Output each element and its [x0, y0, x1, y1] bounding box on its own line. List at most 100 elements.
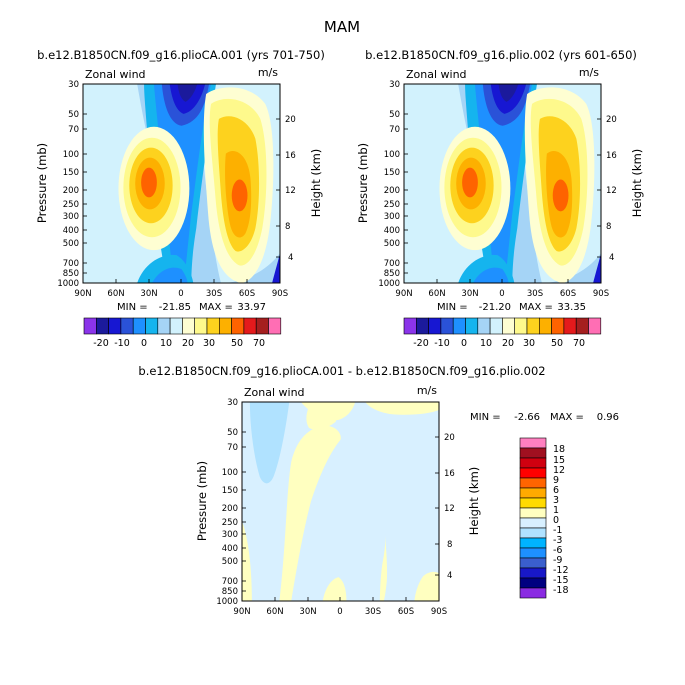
panel-1-colorbar-label: -20 [93, 338, 109, 349]
panel-3-min-value: -2.66 [514, 412, 540, 423]
panel-2-colorbar-label: 30 [523, 338, 535, 349]
panel-3-max-value: 0.96 [597, 412, 619, 423]
panel-2-ytick: 700 [384, 259, 400, 269]
diff-neg-north-upper [249, 402, 290, 484]
panel-1-ytick: 70 [68, 125, 79, 135]
colorbar-swatch [519, 447, 547, 459]
panel-2-colorbar-label: 20 [502, 338, 514, 349]
panel-1-frame [82, 83, 281, 284]
colorbar-swatch [519, 477, 547, 489]
colorbar-swatch [157, 317, 171, 335]
colorbar-swatch [169, 317, 183, 335]
panel-2-ytick: 100 [384, 150, 400, 160]
colorbar-swatch [502, 317, 515, 335]
panel-3-frame [241, 401, 440, 602]
panel-2-ytick: 850 [384, 269, 400, 279]
panel-1-xtick: 0 [178, 289, 183, 299]
panel-2-colorbar-label: 10 [480, 338, 492, 349]
panel-3-colorbar-label: 6 [553, 485, 559, 496]
colorbar-swatch [194, 317, 208, 335]
diff-pos-south-upper [365, 402, 439, 415]
colorbar-swatch [519, 567, 547, 579]
jet-south-20 [231, 179, 248, 212]
panel-3-ytick: 150 [222, 486, 238, 496]
panel-2-colorbar-labels: -20 -10 0 10 20 30 50 70 [413, 338, 585, 349]
panel-2-ytick: 250 [384, 200, 400, 210]
panel-1-xticklabels: 90N 60N 30N 0 30S 60S 90S [74, 289, 288, 299]
panel-1-xtick: 30S [206, 289, 222, 299]
jet-south-20 [552, 179, 569, 212]
panel-3-colorbar-label: -15 [553, 575, 569, 586]
panel-3-colorbar-label: 3 [553, 495, 559, 506]
panel-3-min-label: MIN = [470, 412, 501, 423]
contour-south-polar-easterly [272, 253, 280, 283]
colorbar-swatch [145, 317, 159, 335]
panel-1-ytick-right: 16 [285, 151, 296, 161]
colorbar-swatch [575, 317, 589, 335]
panel-1-ytick: 1000 [57, 279, 79, 289]
panel-3-ytick-right: 16 [444, 469, 455, 479]
panel-3-title: b.e12.B1850CN.f09_g16.plioCA.001 - b.e12… [138, 364, 545, 378]
contour-easterly-20 [498, 84, 519, 102]
colorbar-swatch [538, 317, 552, 335]
panel-2-plot [404, 84, 601, 283]
colorbar-swatch [440, 317, 454, 335]
panel-2-ytick: 70 [389, 125, 400, 135]
colorbar-swatch [519, 457, 547, 469]
panel-3-ytick: 200 [222, 504, 238, 514]
panel-1-units: m/s [258, 66, 278, 79]
panel-3-colorbar-label: 12 [553, 465, 565, 476]
panel-3: b.e12.B1850CN.f09_g16.plioCA.001 - b.e12… [138, 364, 619, 617]
panel-1-colorbar-label: 20 [182, 338, 194, 349]
panel-1-min-value: -21.85 [159, 302, 191, 313]
diff-pos-upper-tongue [306, 402, 337, 430]
panel-1-colorbar-label: 70 [253, 338, 265, 349]
panel-1-ylabel: Pressure (mb) [35, 143, 49, 223]
colorbar-swatch [514, 317, 528, 335]
panel-2-colorbar-label: -20 [413, 338, 429, 349]
panel-2-ytick: 300 [384, 212, 400, 222]
panel-2-ytick-right: 16 [606, 151, 617, 161]
panel-3-xtick: 90N [233, 607, 250, 617]
panel-3-colorbar-label: -18 [553, 585, 569, 596]
panel-2-colorbar-label: 0 [461, 338, 467, 349]
colorbar-swatch [519, 517, 547, 529]
panel-2-ytick: 200 [384, 186, 400, 196]
panel-2-stats: MIN = -21.20 MAX = 33.35 [437, 302, 586, 313]
panel-2-ytick-right: 12 [606, 186, 617, 196]
panel-2-colorbar-label: 70 [573, 338, 585, 349]
colorbar-swatch [182, 317, 195, 335]
panel-3-colorbar-label: -9 [553, 555, 562, 566]
panel-2-min-value: -21.20 [479, 302, 511, 313]
panel-1-left-label: Zonal wind [85, 68, 146, 81]
panel-1-max-label: MAX = [199, 302, 233, 313]
colorbar-swatch [96, 317, 109, 335]
figure-title: MAM [324, 18, 360, 36]
colorbar-swatch [83, 317, 97, 335]
colorbar-swatch [206, 317, 220, 335]
panel-2: b.e12.B1850CN.f09_g16.plio.002 (yrs 601-… [356, 48, 644, 349]
colorbar-swatch [243, 317, 257, 335]
panel-1-min-label: MIN = [117, 302, 148, 313]
panel-2-ytick-right: 8 [606, 222, 611, 232]
panel-2-ticks [404, 83, 601, 284]
panel-1-colorbar-label: 10 [160, 338, 172, 349]
colorbar-swatch [219, 317, 232, 335]
panel-2-left-label: Zonal wind [406, 68, 467, 81]
panel-3-colorbar-label: -1 [553, 525, 562, 536]
panel-3-xtick: 90S [431, 607, 447, 617]
panel-3-ytick: 30 [227, 398, 238, 408]
diff-pos-equator-surface [322, 577, 347, 601]
panel-3-ytick-right: 4 [447, 571, 452, 581]
panel-2-xtick: 30N [461, 289, 478, 299]
panel-3-colorbar-label: -6 [553, 545, 562, 556]
panel-1-colorbar-labels: -20 -10 0 10 20 30 50 70 [93, 338, 265, 349]
panel-2-xtick: 0 [499, 289, 504, 299]
panel-2-xtick: 90S [593, 289, 609, 299]
colorbar-swatch [519, 577, 547, 589]
colorbar-swatch [231, 317, 245, 335]
panel-2-ytick: 30 [389, 80, 400, 90]
panel-1-title: b.e12.B1850CN.f09_g16.plioCA.001 (yrs 70… [37, 48, 325, 62]
panel-3-ytick: 700 [222, 577, 238, 587]
panel-1-ytick: 400 [63, 226, 79, 236]
